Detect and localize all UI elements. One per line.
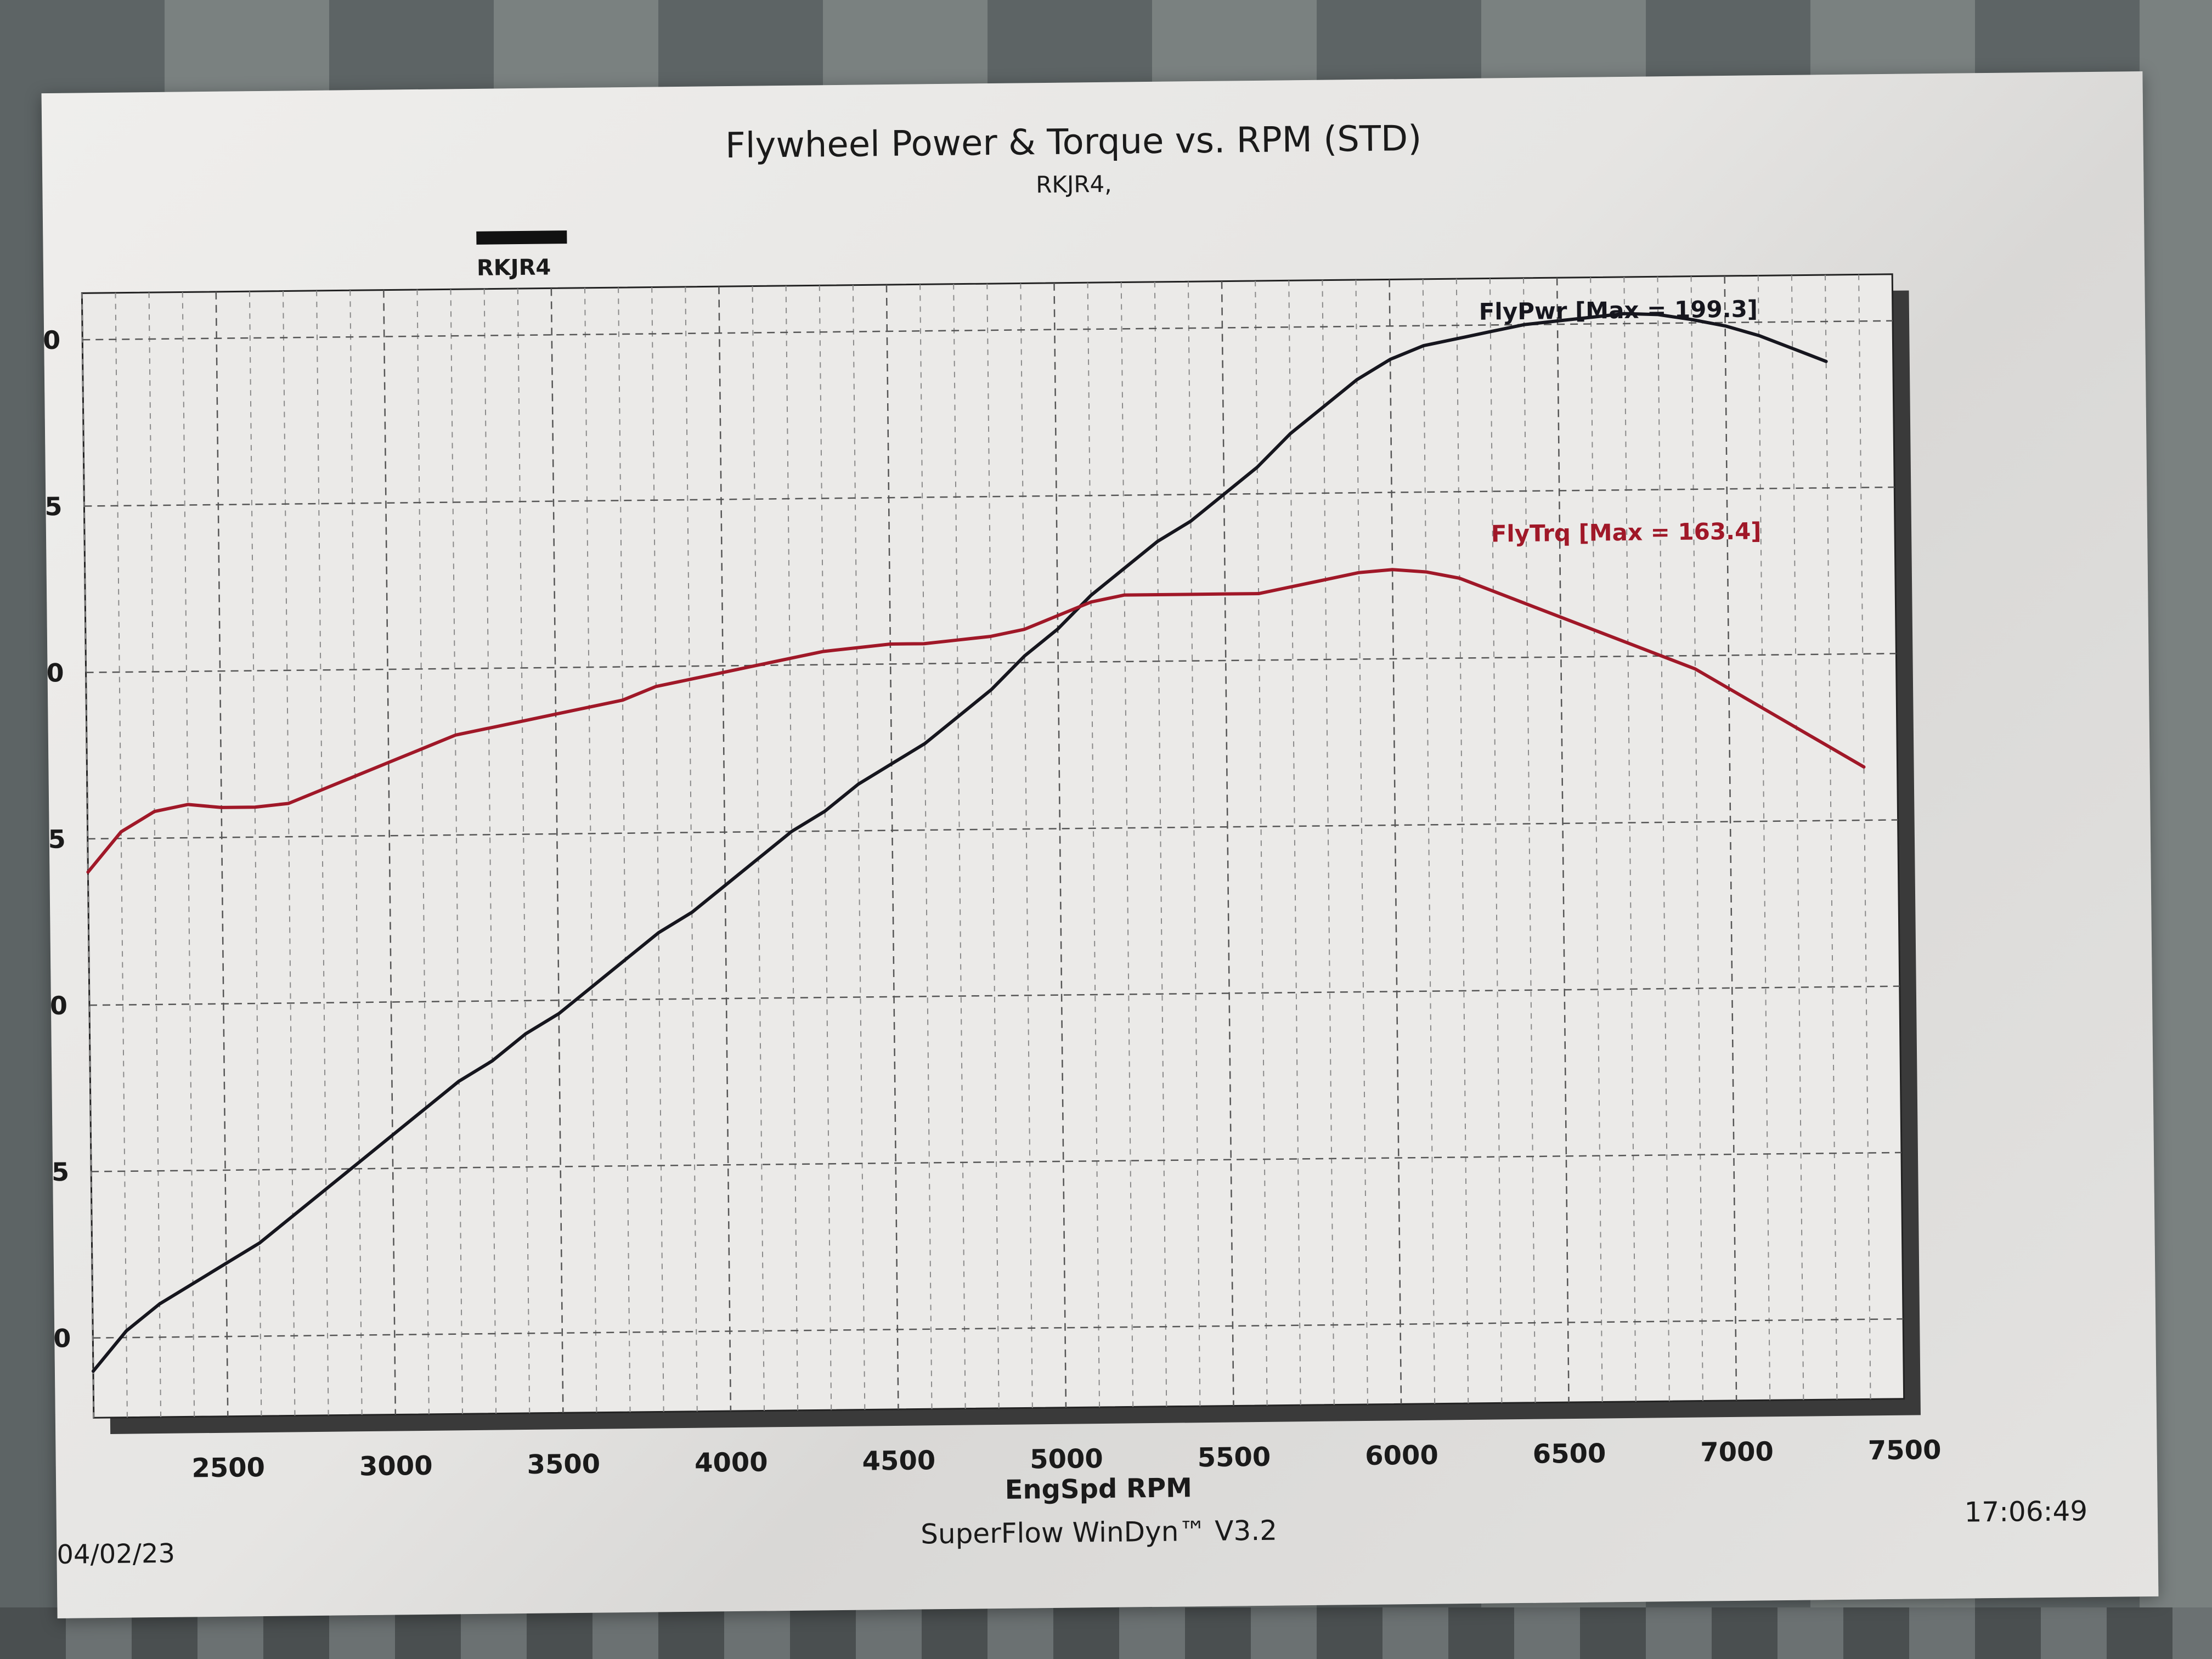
grid-line-minor [819,285,832,1410]
grid-line-minor [115,292,128,1418]
x-tick-label: 4000 [695,1447,768,1478]
grid-line-y [93,1318,1904,1339]
grid-line-y [84,486,1895,507]
grid-major [82,276,1904,1417]
y-tick-label: 150 [42,658,64,688]
series-line-flypwr [91,312,1828,1373]
x-tick-label: 7500 [1868,1435,1942,1466]
grid-line-x [718,286,732,1412]
dyno-chart: Flywheel Power & Torque vs. RPM (STD) RK… [42,119,2088,1570]
grid-line-minor [316,290,329,1415]
x-tick-label: 2500 [191,1452,265,1483]
print-time: 17:06:49 [1964,1495,2087,1528]
grid-line-minor [1858,274,1871,1400]
table-surface [0,1607,2212,1659]
grid-line-minor [1523,278,1536,1403]
torque-max-annotation: FlyTrq [Max = 163.4] [1491,517,1761,547]
grid-line-minor [1154,281,1167,1407]
chart-title: Flywheel Power & Torque vs. RPM (STD) [725,119,1422,166]
grid-line-x [215,291,229,1417]
grid-line-minor [919,284,933,1409]
grid-line-minor [685,286,698,1412]
grid-line-minor [986,284,1000,1408]
grid-line-minor [483,289,497,1414]
grid-line-minor [148,292,162,1417]
grid-line-y [91,1152,1901,1172]
power-max-annotation: FlyPwr [Max = 199.3] [1479,295,1758,325]
x-tick-label: 7000 [1700,1436,1774,1468]
x-tick-label: 6500 [1532,1438,1606,1469]
grid-line-minor [1020,283,1033,1408]
legend-swatch [476,230,567,245]
grid-line-x [1389,279,1402,1404]
grid-line-minor [349,290,363,1415]
grid-line-x [550,288,564,1413]
grid-line-x [1556,278,1570,1403]
grid-line-y [87,819,1898,840]
grid-line-x [1724,276,1737,1401]
y-tick-label: 75 [42,1157,70,1187]
grid-line-minor [283,291,296,1416]
x-axis-label: EngSpd RPM [1005,1472,1192,1505]
y-tick-label: 175 [42,492,63,522]
x-tick-label: 3500 [527,1449,600,1480]
grid-line-x [1053,283,1067,1408]
grid-line-y [82,320,1893,341]
grid-line-minor [1120,282,1134,1407]
chart-subtitle: RKJR4, [1036,171,1112,198]
grid-line-minor [1288,280,1301,1406]
grid-line-minor [953,284,966,1409]
grid-line-minor [249,291,262,1417]
grid-line-minor [1657,276,1670,1402]
grid-line-minor [1690,276,1704,1401]
grid-line-minor [1590,277,1603,1402]
y-axis-ticks: 50 75 100 125 150 175 200 [42,325,71,1353]
grid-line-minor [852,285,866,1410]
grid-line-minor [1422,279,1436,1404]
grid-line-minor [752,286,765,1411]
grid-line-minor [1087,283,1101,1408]
x-axis-ticks: 2500 3000 3500 4000 4500 5000 5500 6000 6500 7000… [191,1435,1942,1483]
x-tick-label: 3000 [359,1451,433,1482]
grid-line-y [89,985,1900,1006]
grid-line-minor [1322,280,1335,1405]
grid-line-minor [450,289,464,1414]
print-date: 04/02/23 [57,1538,175,1570]
software-version: SuperFlow WinDyn™ V3.2 [921,1515,1277,1550]
grid-line-minor [81,293,94,1418]
grid-line-minor [1824,275,1838,1400]
grid-line-minor [416,289,430,1414]
grid-line-minor [1489,278,1503,1403]
x-tick-label: 4500 [862,1445,935,1476]
grid-minor [81,274,1871,1418]
grid-line-minor [1791,275,1804,1400]
x-tick-label: 5500 [1197,1442,1271,1473]
grid-line-minor [618,287,631,1413]
series-layer [86,312,1866,1373]
grid-line-x [1221,281,1234,1406]
grid-line-minor [1757,275,1771,1401]
grid-line-minor [785,285,799,1410]
y-tick-label: 100 [42,991,68,1021]
dyno-printout: Flywheel Power & Torque vs. RPM (STD) RK… [41,71,2159,1618]
y-tick-label: 200 [42,325,61,356]
grid-line-minor [1355,280,1368,1404]
grid-line-x [885,285,899,1409]
grid-line-minor [182,292,195,1417]
grid-line-minor [651,287,664,1412]
x-tick-label: 6000 [1365,1440,1438,1471]
y-tick-label: 50 [42,1323,71,1353]
grid-line-minor [1623,276,1637,1402]
grid-line-minor [1187,281,1201,1407]
x-tick-label: 5000 [1030,1443,1103,1475]
grid-line-minor [584,287,597,1413]
y-tick-label: 125 [42,824,66,854]
grid-line-x [383,290,397,1415]
grid-line-y [86,652,1897,674]
legend-label: RKJR4 [477,255,551,280]
series-line-flytrq [86,568,1866,874]
grid-line-minor [517,289,531,1413]
grid-line-minor [1455,279,1469,1404]
